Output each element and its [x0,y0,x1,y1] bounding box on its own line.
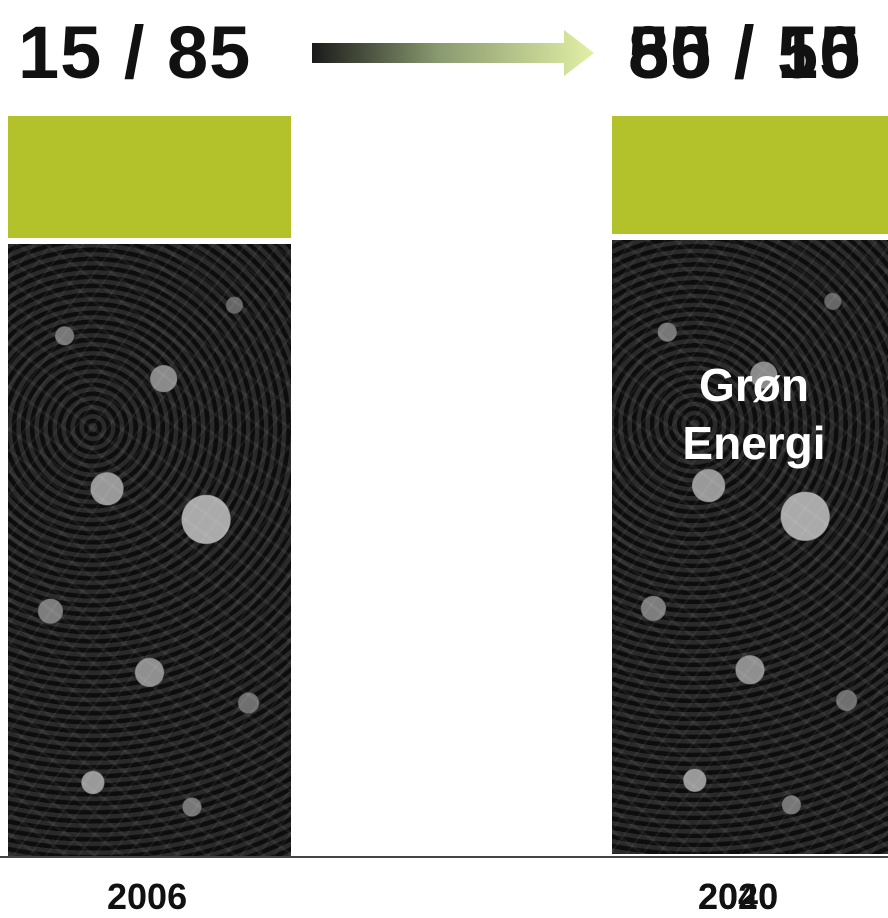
start-ratio: 15 / 85 [18,11,252,94]
green-energy-label: Grøn Energi [664,356,844,472]
year-start: 2006 [107,876,188,917]
green-energy-bar-end [612,116,888,234]
green-energy-label-line2: Energi [682,417,826,469]
green-energy-bar-2006 [8,116,291,238]
coal-image-2006 [8,244,291,856]
coal-image-end [612,240,888,854]
year-end-a: 2020 [698,876,779,917]
end-ratio: 50 / 50 85 / 15 [628,8,861,98]
baseline-divider [0,856,888,858]
green-energy-label-line1: Grøn [699,359,809,411]
end-ratio-a: 50 / 50 [628,11,862,94]
end-ratio-b: 85 / 15 [628,11,862,94]
year-end: 2020 2040 [698,876,778,918]
year-end-b: 2040 [698,876,779,917]
arrow-right-icon [312,30,594,76]
